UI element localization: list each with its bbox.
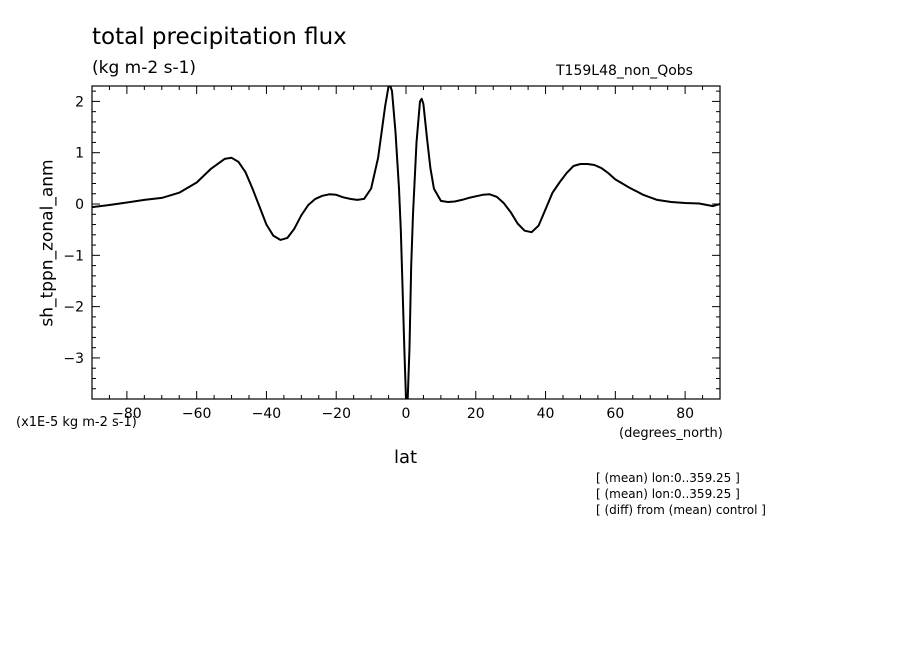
y-tick-label: −3 bbox=[63, 351, 84, 367]
x-axis-label: lat bbox=[394, 447, 418, 468]
x-tick-label: −80 bbox=[112, 406, 142, 422]
y-scale-label: (x1E-5 kg m-2 s-1) bbox=[16, 415, 137, 430]
note-line: [ (mean) lon:0..359.25 ] bbox=[596, 471, 740, 485]
x-tick-label: −60 bbox=[182, 406, 212, 422]
chart-title: total precipitation flux bbox=[92, 24, 347, 50]
y-tick-label: 2 bbox=[75, 94, 84, 110]
x-tick-label: 40 bbox=[537, 406, 555, 422]
x-axis-units: (degrees_north) bbox=[619, 426, 723, 441]
plot-frame bbox=[91, 85, 721, 400]
y-tick-label: −1 bbox=[63, 248, 84, 264]
x-tick-label: −40 bbox=[252, 406, 282, 422]
y-tick-label: 1 bbox=[75, 146, 84, 162]
x-tick-label: 80 bbox=[676, 406, 694, 422]
y-tick-label: −2 bbox=[63, 300, 84, 316]
x-tick-label: 60 bbox=[606, 406, 624, 422]
y-tick-label: 0 bbox=[75, 197, 84, 213]
chart-units: (kg m-2 s-1) bbox=[92, 58, 197, 78]
x-tick-label: −20 bbox=[321, 406, 351, 422]
x-tick-label: 20 bbox=[467, 406, 485, 422]
run-label: T159L48_non_Qobs bbox=[556, 63, 693, 79]
note-line: [ (diff) from (mean) control ] bbox=[596, 503, 766, 517]
x-tick-label: 0 bbox=[402, 406, 411, 422]
note-line: [ (mean) lon:0..359.25 ] bbox=[596, 487, 740, 501]
series-line bbox=[92, 86, 720, 399]
